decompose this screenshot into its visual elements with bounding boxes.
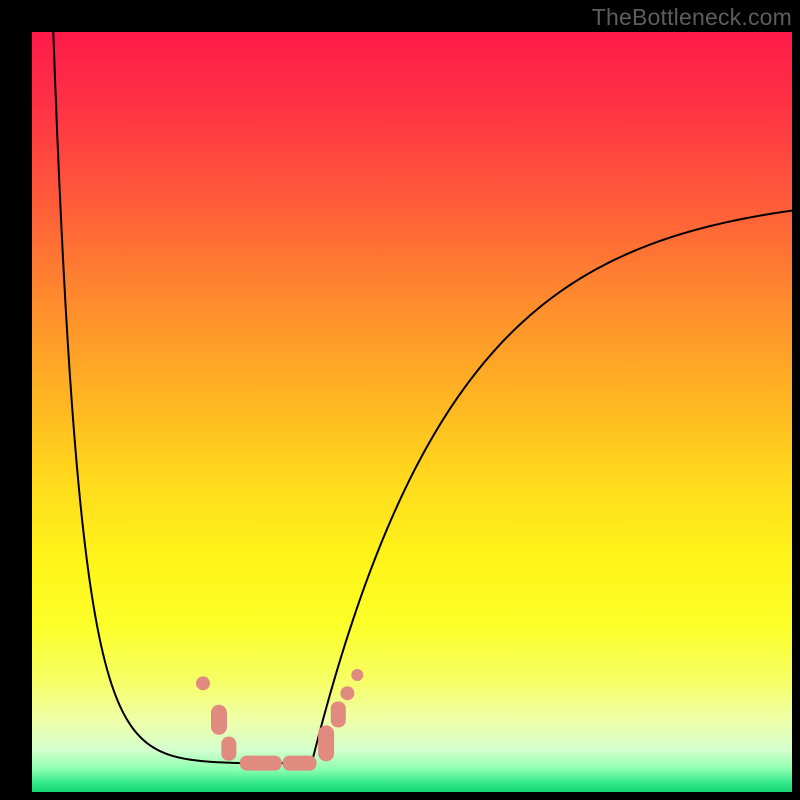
curve-marker [318,725,334,761]
curve-marker [351,669,363,681]
curve-marker [340,686,354,700]
curve-marker [240,756,282,771]
curve-marker [196,676,210,690]
curve-marker [221,737,236,761]
bottleneck-curve [53,32,792,763]
curve-marker [283,756,317,771]
chart-frame [0,0,800,800]
curve-marker [331,701,346,727]
plot-area [32,32,792,792]
watermark-text: TheBottleneck.com [592,4,792,31]
curve-layer [32,32,792,792]
curve-marker [211,705,227,735]
